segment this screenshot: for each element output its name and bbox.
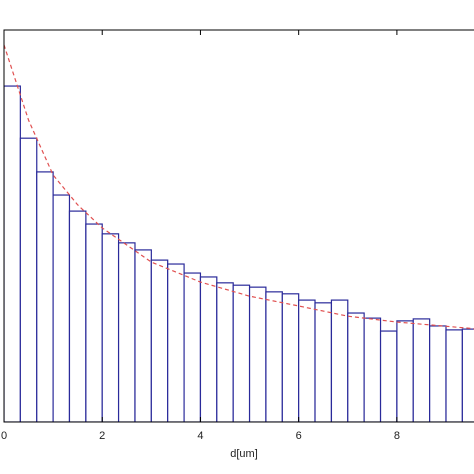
x-tick-label: 4 xyxy=(197,430,203,442)
bar xyxy=(330,299,349,422)
bar xyxy=(363,317,382,422)
bar xyxy=(265,291,283,422)
bar xyxy=(167,263,185,422)
bar xyxy=(429,325,447,422)
plot-frame xyxy=(3,29,474,423)
bar xyxy=(85,223,103,422)
bar xyxy=(216,282,234,422)
bar xyxy=(36,171,54,422)
bar xyxy=(19,137,38,422)
bar xyxy=(150,259,169,422)
bar xyxy=(101,233,120,422)
x-axis-label: d[um] xyxy=(230,448,258,460)
bar xyxy=(461,328,474,422)
x-tick-label: 0 xyxy=(1,430,7,442)
bar xyxy=(445,329,463,422)
bar xyxy=(314,302,333,422)
x-tick-label: 8 xyxy=(394,430,400,442)
bar xyxy=(281,293,300,422)
bar xyxy=(396,320,414,422)
bar xyxy=(183,272,202,422)
bar xyxy=(347,312,365,422)
x-tick-label: 2 xyxy=(99,430,105,442)
plot-area xyxy=(4,44,474,422)
bar xyxy=(232,284,251,422)
bar xyxy=(134,249,152,422)
bar xyxy=(117,242,136,422)
bar xyxy=(379,330,398,422)
fit-curve xyxy=(4,44,474,330)
bar xyxy=(68,210,87,422)
bar xyxy=(412,318,431,422)
x-tick-label: 6 xyxy=(296,430,302,442)
bar xyxy=(298,299,316,422)
bar xyxy=(248,286,267,422)
bar xyxy=(199,276,218,422)
bar xyxy=(4,85,21,422)
bar xyxy=(52,194,71,422)
